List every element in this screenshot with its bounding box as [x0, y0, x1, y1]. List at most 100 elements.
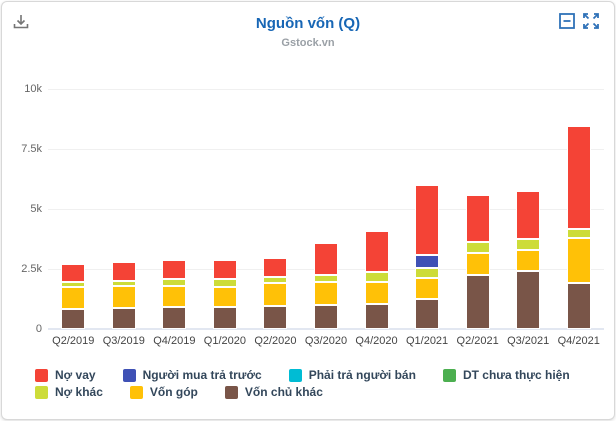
bar-segment[interactable]: [415, 185, 440, 256]
bar-slot: [553, 77, 604, 329]
legend-label: Phải trả người bán: [308, 368, 416, 382]
stacked-bar-Q4/2020[interactable]: [364, 231, 389, 329]
bar-segment[interactable]: [212, 286, 237, 308]
bar-segment[interactable]: [465, 195, 490, 243]
stacked-bar-Q4/2021[interactable]: [566, 126, 591, 329]
bar-segment[interactable]: [61, 281, 86, 288]
legend-swatch-icon: [35, 368, 48, 382]
stacked-bar-Q2/2019[interactable]: [61, 263, 86, 329]
legend-swatch-icon: [35, 385, 48, 399]
bar-segment[interactable]: [566, 229, 591, 239]
legend-swatch-icon: [442, 368, 456, 382]
bar-segment[interactable]: [313, 282, 338, 305]
bar-segment[interactable]: [516, 250, 541, 272]
bar-segment[interactable]: [415, 268, 440, 279]
bar-slot: [301, 77, 352, 329]
legend-label: Vốn góp: [149, 385, 198, 399]
box-minus-icon[interactable]: [558, 12, 576, 30]
chart-subtitle: Gstock.vn: [281, 37, 335, 49]
bar-segment[interactable]: [465, 242, 490, 254]
bar-segment[interactable]: [212, 279, 237, 287]
stacked-bar-Q1/2020[interactable]: [212, 260, 237, 329]
bar-slot: [200, 77, 251, 329]
bar-slot: [503, 77, 554, 329]
bar-segment[interactable]: [111, 307, 136, 329]
expand-arrows-icon[interactable]: [582, 12, 600, 30]
stacked-bar-Q2/2021[interactable]: [465, 195, 490, 329]
stacked-bar-Q2/2020[interactable]: [263, 257, 288, 329]
legend-swatch-icon: [129, 385, 143, 399]
bar-segment[interactable]: [566, 238, 591, 283]
legend-label: Nợ vay: [55, 368, 96, 382]
bar-segment[interactable]: [313, 305, 338, 329]
legend-label: DT chưa thực hiện: [462, 368, 570, 382]
bar-segment[interactable]: [465, 275, 490, 329]
bar-segment[interactable]: [111, 262, 136, 281]
stacked-bar-Q1/2021[interactable]: [415, 185, 440, 329]
bar-segment[interactable]: [313, 243, 338, 275]
bar-segment[interactable]: [566, 126, 591, 230]
x-tick-label: Q3/2021: [507, 335, 550, 347]
bar-segment[interactable]: [415, 278, 440, 299]
bar-segment[interactable]: [566, 282, 591, 329]
bar-segment[interactable]: [162, 260, 187, 280]
bar-segment[interactable]: [364, 282, 389, 304]
bar-segment[interactable]: [162, 286, 187, 308]
bar-slot: [351, 77, 402, 329]
bar-segment[interactable]: [415, 298, 440, 329]
bar-segment[interactable]: [263, 257, 288, 278]
stacked-bar-Q3/2021[interactable]: [516, 190, 541, 329]
x-axis: Q2/2019 Q3/2019 Q4/2019 Q1/2020 Q2/2020 Q3/20…: [48, 335, 604, 351]
bar-segment[interactable]: [61, 308, 86, 329]
download-icon[interactable]: [11, 12, 31, 32]
bar-segment[interactable]: [364, 272, 389, 283]
gridline: [48, 89, 604, 90]
y-tick-label: 2.5k: [21, 263, 42, 275]
bar-segment[interactable]: [516, 190, 541, 239]
legend-item[interactable]: Nợ vay: [35, 368, 96, 382]
bar-segment[interactable]: [212, 260, 237, 280]
stacked-bar-Q3/2020[interactable]: [313, 243, 338, 329]
legend-item[interactable]: Nợ khác: [35, 385, 103, 399]
x-tick-label: Q4/2020: [355, 335, 398, 347]
gridline: [48, 209, 604, 210]
bar-segment[interactable]: [61, 287, 86, 309]
x-tick-label: Q3/2020: [304, 335, 348, 347]
plot-area: [48, 77, 604, 330]
bar-segment[interactable]: [162, 279, 187, 287]
legend-label: Nợ khác: [55, 385, 103, 399]
legend-item[interactable]: Phải trả người bán: [288, 368, 416, 382]
bar-segment[interactable]: [364, 303, 389, 329]
bar-segment[interactable]: [364, 231, 389, 273]
bar-segment[interactable]: [465, 253, 490, 275]
bar-segment[interactable]: [61, 263, 86, 282]
gridline: [48, 149, 604, 150]
bar-slot: [48, 77, 99, 329]
page-title: Nguồn vốn (Q): [255, 15, 361, 32]
stacked-bar-Q4/2019[interactable]: [162, 260, 187, 329]
legend-label: Vốn chủ khác: [244, 385, 323, 399]
bar-segment[interactable]: [111, 286, 136, 308]
bar-segment[interactable]: [263, 283, 288, 307]
x-tick-label: Q2/2020: [254, 335, 297, 347]
bar-segment[interactable]: [313, 274, 338, 283]
legend-item[interactable]: DT chưa thực hiện: [442, 368, 570, 382]
bar-segment[interactable]: [111, 280, 136, 287]
stacked-bar-Q3/2019[interactable]: [111, 262, 136, 329]
bar-segment[interactable]: [516, 271, 541, 329]
bar-segment[interactable]: [263, 306, 288, 329]
x-tick-label: Q4/2021: [557, 335, 600, 347]
x-tick-label: Q1/2021: [405, 335, 449, 347]
bar-segment[interactable]: [516, 238, 541, 251]
legend-swatch-icon: [288, 368, 302, 382]
bar-segment[interactable]: [212, 307, 237, 329]
legend-item[interactable]: Người mua trả trước: [122, 368, 262, 382]
legend-item[interactable]: Vốn chủ khác: [224, 385, 323, 399]
x-tick-label: Q2/2021: [456, 335, 499, 347]
bar-segment[interactable]: [162, 307, 187, 329]
legend-item[interactable]: Vốn góp: [129, 385, 198, 399]
bar-segment[interactable]: [263, 277, 288, 284]
bar-segment[interactable]: [415, 255, 440, 269]
y-tick-label: 0: [35, 323, 42, 335]
